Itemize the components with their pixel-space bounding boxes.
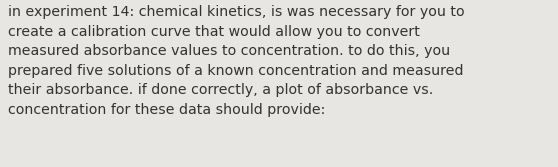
Text: in experiment 14: chemical kinetics, is was necessary for you to
create a calibr: in experiment 14: chemical kinetics, is …: [8, 5, 465, 117]
